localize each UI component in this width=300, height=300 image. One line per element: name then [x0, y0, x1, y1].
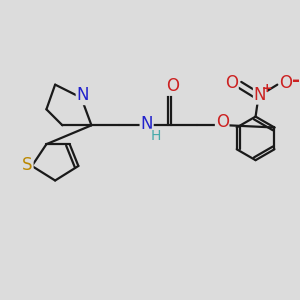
Text: O: O — [216, 113, 229, 131]
Text: O: O — [225, 74, 238, 92]
Text: -: - — [292, 71, 300, 90]
Text: O: O — [166, 77, 179, 95]
Text: N: N — [76, 86, 89, 104]
Text: O: O — [280, 74, 292, 92]
Text: N: N — [254, 86, 266, 104]
Text: +: + — [261, 82, 272, 94]
Text: N: N — [140, 115, 153, 133]
Text: H: H — [150, 129, 161, 143]
Text: S: S — [22, 155, 33, 173]
